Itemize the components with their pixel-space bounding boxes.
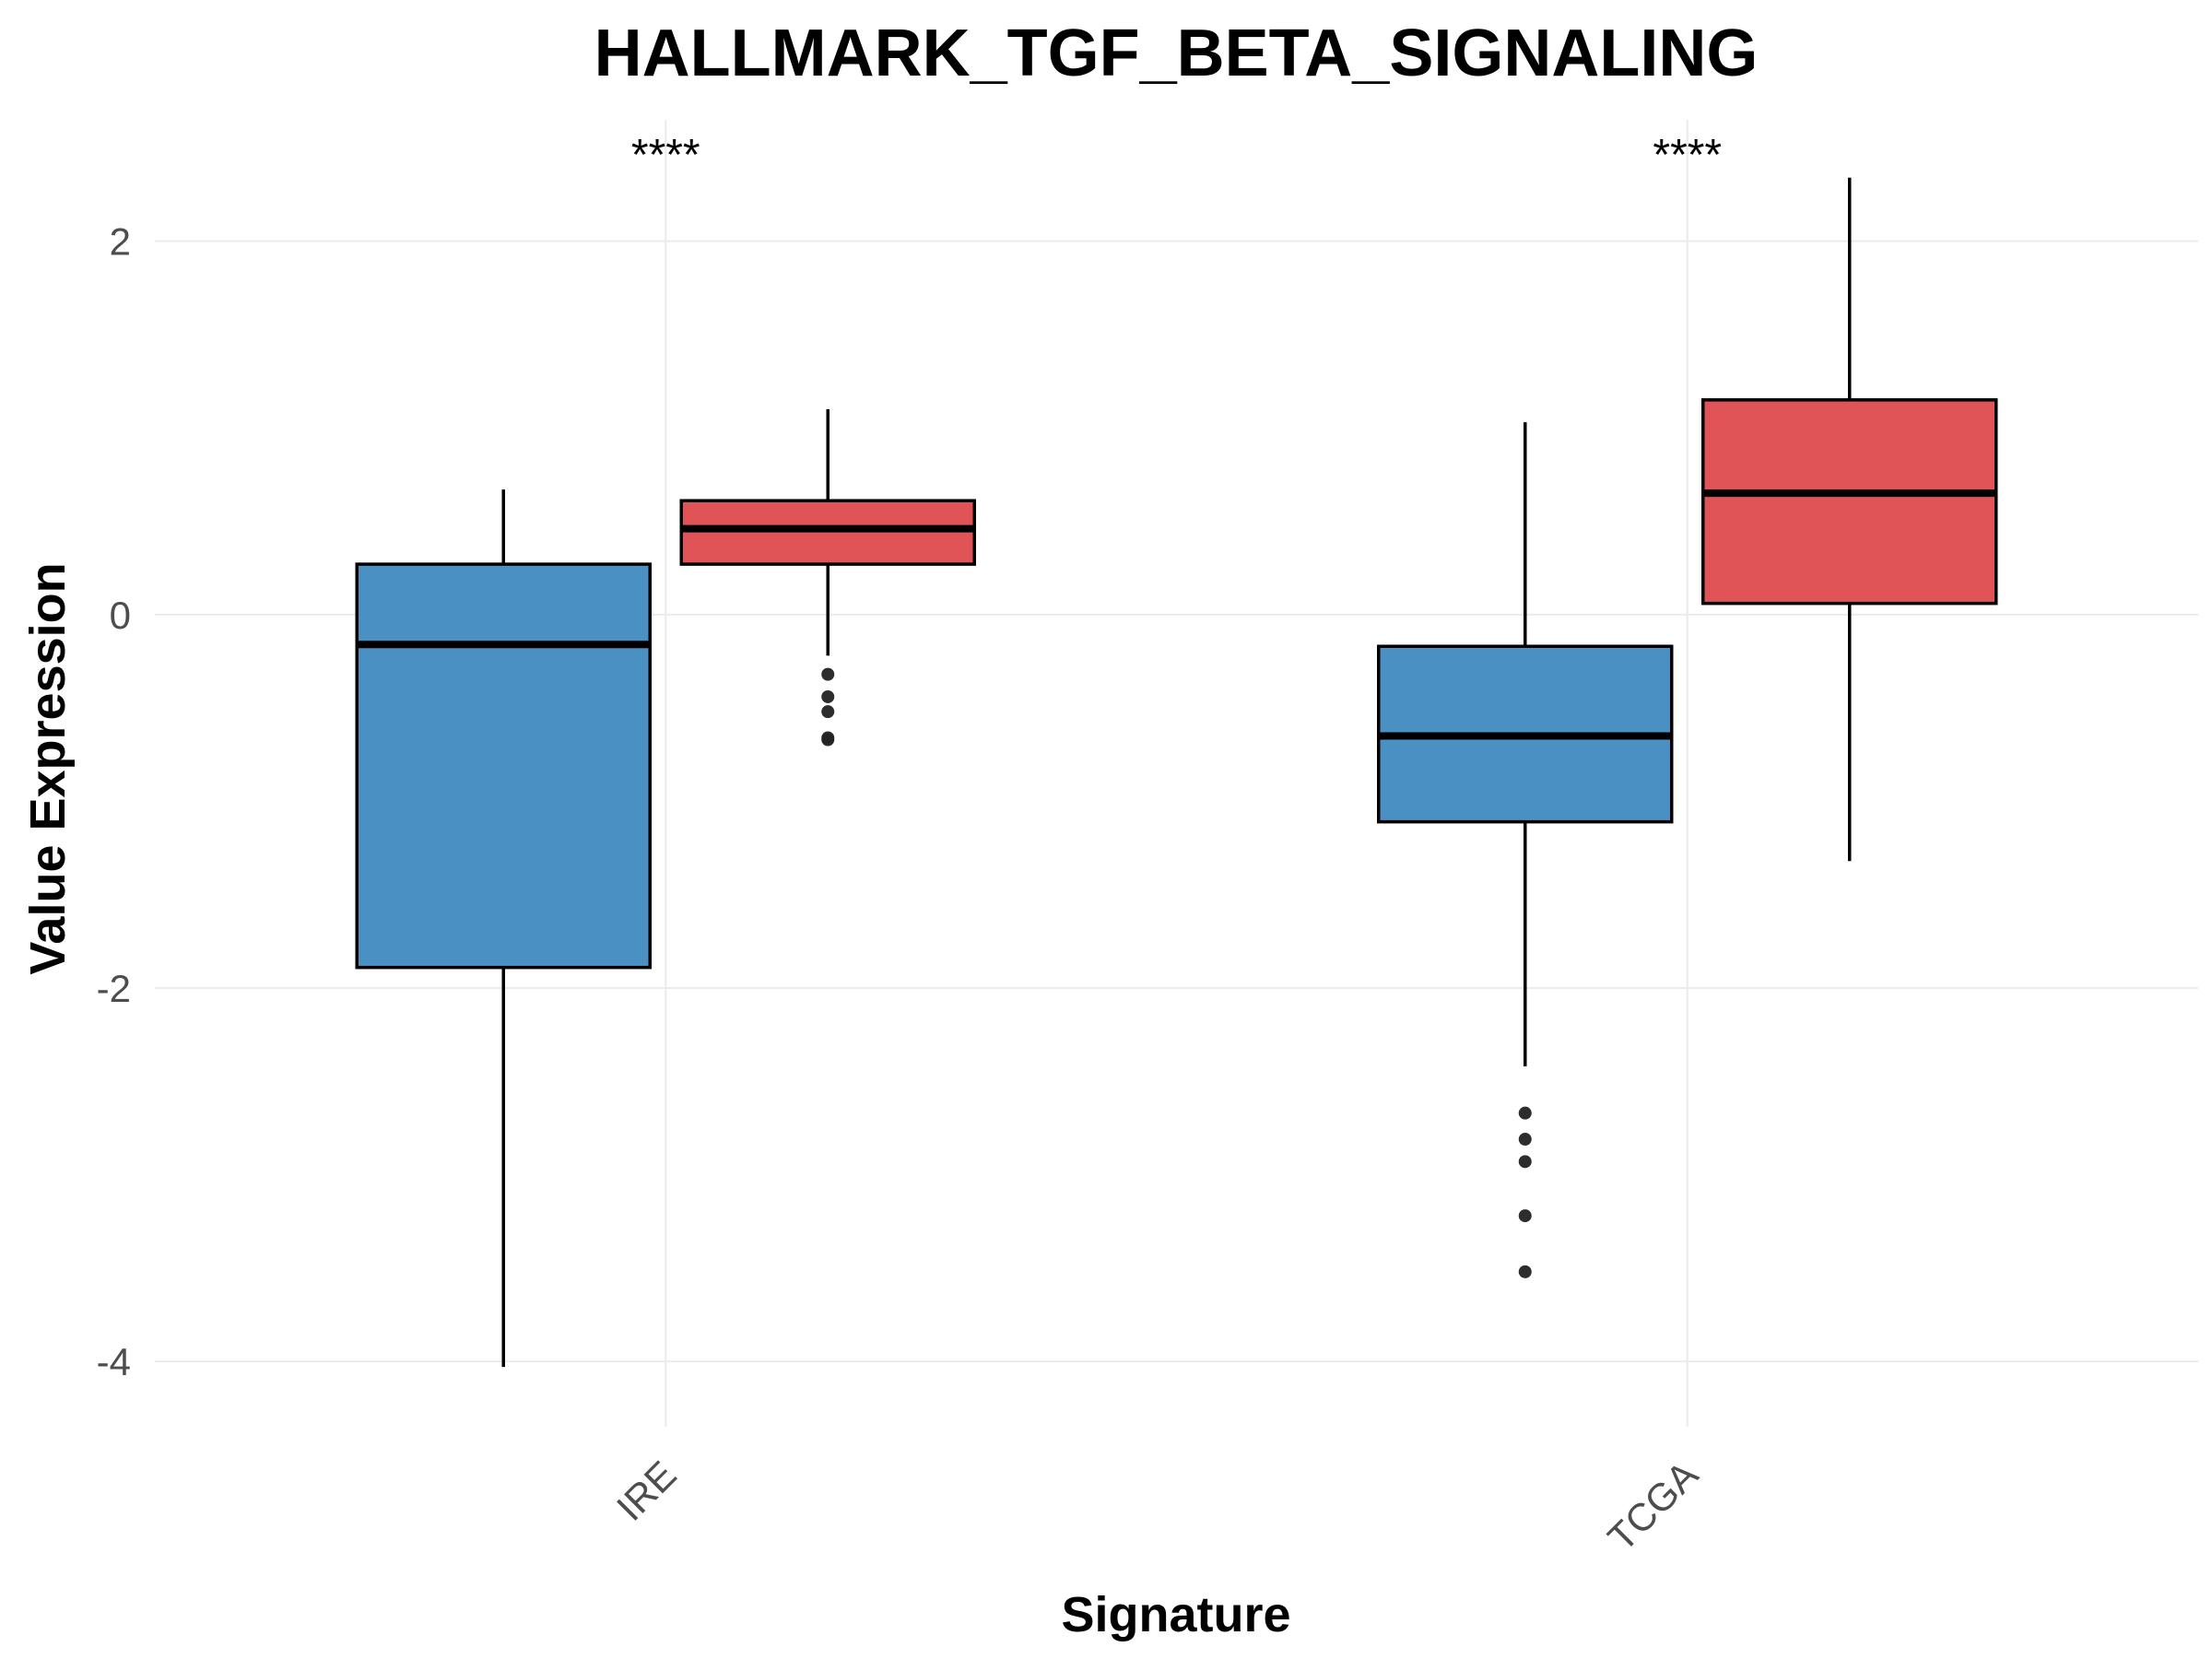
x-tick-label: TCGA [1599,1453,1706,1559]
chart-title: HALLMARK_TGF_BETA_SIGNALING [594,17,1759,90]
y-tick-label: -4 [97,1340,131,1383]
y-tick-label: -2 [97,967,131,1010]
iqr-box [355,562,652,970]
x-tick-label: IRE [608,1453,685,1529]
outlier-point [821,689,835,703]
significance-labels: **** **** [631,131,1722,180]
y-axis-title: Value Expression [20,562,76,974]
iqr-box [1701,398,1998,606]
outlier-point [821,733,835,747]
outlier-point [1518,1265,1532,1278]
y-tick-label: 2 [110,220,131,264]
tick-labels: 2 0 -2 -4 IRE TCGA [97,220,1706,1559]
box-tcga-series-2 [1701,177,1998,862]
significance-label: **** [1653,131,1722,180]
outlier-point [1518,1209,1532,1223]
x-axis-title: Signature [1061,1587,1290,1642]
box-ire-series-1 [355,489,652,1368]
outlier-point [1518,1106,1532,1120]
outlier-point [821,667,835,681]
y-tick-label: 0 [110,594,131,637]
outlier-point [1518,1155,1532,1169]
box-tcga-series-1 [1377,422,1674,1278]
outlier-point [1518,1133,1532,1147]
outlier-point [821,705,835,719]
box-layer [355,177,1998,1368]
box-ire-series-2 [679,408,976,747]
iqr-box [679,499,976,566]
significance-label: **** [631,131,700,180]
